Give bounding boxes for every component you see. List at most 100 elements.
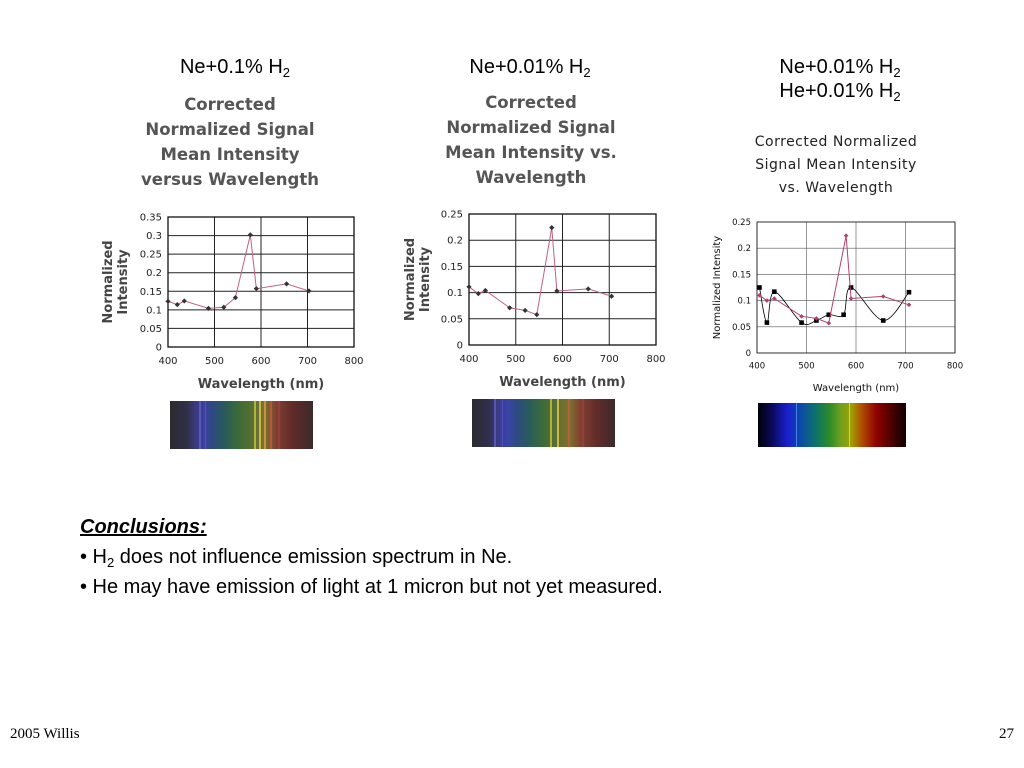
data-point [475,291,481,297]
data-point [507,305,513,311]
data-point [554,288,560,294]
y-tick-label: 0.1 [146,305,162,316]
conclusions-heading: Conclusions: [80,516,207,538]
panel-2-heading: Ne+0.01% H2 [469,56,591,80]
data-point [848,296,854,301]
data-point [880,318,886,323]
plot-frame [756,221,956,354]
x-tick-label: 600 [251,356,270,367]
x-tick-label: 400 [158,356,177,367]
x-tick-label: 700 [600,354,619,365]
y-tick-label: 0.25 [140,250,162,261]
data-point [764,298,770,303]
y-axis-label: NormalizedIntensity [403,238,433,321]
data-point [880,294,886,299]
x-axis-label: Wavelength (nm) [813,383,899,394]
y-axis-label-line: Normalized [403,238,418,321]
x-tick-label: 800 [947,362,963,372]
x-tick-label: 400 [749,362,765,372]
plot-frame [167,216,355,348]
y-axis-label-line: Intensity [116,249,131,315]
y-tick-label: 0.05 [140,324,162,335]
data-point [814,316,819,321]
data-point [764,320,770,325]
data-point [906,302,912,308]
spectrum-image-3 [758,403,906,447]
y-tick-label: 0.25 [441,210,463,221]
data-point [757,293,762,298]
series-line-1 [759,287,910,325]
x-tick-label: 800 [646,354,665,365]
x-tick-label: 500 [205,356,224,367]
data-point [482,287,488,294]
data-point [799,320,804,325]
x-tick-label: 600 [553,354,572,365]
x-tick-label: 700 [897,362,913,372]
y-tick-label: 0.15 [140,287,162,298]
y-axis-label-line: Normalized [101,240,116,323]
conclusion-item-1: • H2 does not influence emission spectru… [80,546,513,570]
panel-3-heading: Ne+0.01% H2 He+0.01% H2 [779,56,901,104]
data-point [585,286,591,292]
spectrum-image-2 [472,399,615,447]
data-point [306,288,312,294]
x-tick-label: 500 [506,354,525,365]
data-point [522,307,528,314]
y-tick-label: 0.2 [737,244,751,254]
data-point [181,298,187,304]
data-point [466,284,472,290]
series-line-1 [468,227,612,316]
x-axis-label: Wavelength (nm) [499,375,625,390]
data-point [247,232,253,238]
y-axis-label: Normalized Intensity [712,236,723,339]
x-tick-label: 800 [344,356,363,367]
chart-2-title: Corrected Normalized Signal Mean Intensi… [445,93,617,187]
y-tick-label: 0.1 [737,297,751,307]
y-axis-label: NormalizedIntensity [101,240,131,323]
y-axis-label-line: Intensity [418,246,433,312]
y-tick-label: 0 [457,341,463,352]
x-axis-label: Wavelength (nm) [198,377,324,392]
data-point [841,312,846,318]
data-point [906,289,912,295]
y-tick-label: 0.1 [447,288,463,299]
footer-author: 2005 Willis [10,726,80,742]
y-tick-label: 0.15 [732,270,751,280]
y-tick-label: 0.3 [146,231,162,242]
y-tick-label: 0.05 [441,314,463,325]
chart-1-title: Corrected Normalized Signal Mean Intensi… [141,95,319,189]
y-tick-label: 0.35 [140,213,162,224]
series-line-1 [167,234,310,309]
footer-page-number: 27 [999,726,1014,742]
conclusion-item-2: • He may have emission of light at 1 mic… [80,576,663,598]
conclusions-block: Conclusions: • H2 does not influence emi… [80,512,980,602]
plot-frame [468,213,657,346]
data-point [799,314,804,319]
y-tick-label: 0 [746,349,751,359]
data-point [253,286,259,292]
data-point [534,312,540,318]
data-point [549,225,555,231]
data-point [205,305,212,311]
y-tick-label: 0.2 [447,236,463,247]
data-point [772,296,777,301]
spectrum-image-1 [170,401,313,449]
data-point [174,302,180,308]
data-point [232,295,239,301]
x-tick-label: 600 [848,362,864,372]
x-tick-label: 400 [459,354,478,365]
data-point [772,289,777,294]
y-tick-label: 0.05 [732,323,751,333]
data-point [826,320,832,326]
data-point [221,304,227,310]
y-tick-label: 0.25 [732,218,751,228]
data-point [848,285,854,290]
y-tick-label: 0 [156,343,162,354]
y-tick-label: 0.15 [441,262,463,273]
data-point [283,281,290,287]
x-tick-label: 500 [798,362,814,372]
series-line-2 [759,235,910,324]
